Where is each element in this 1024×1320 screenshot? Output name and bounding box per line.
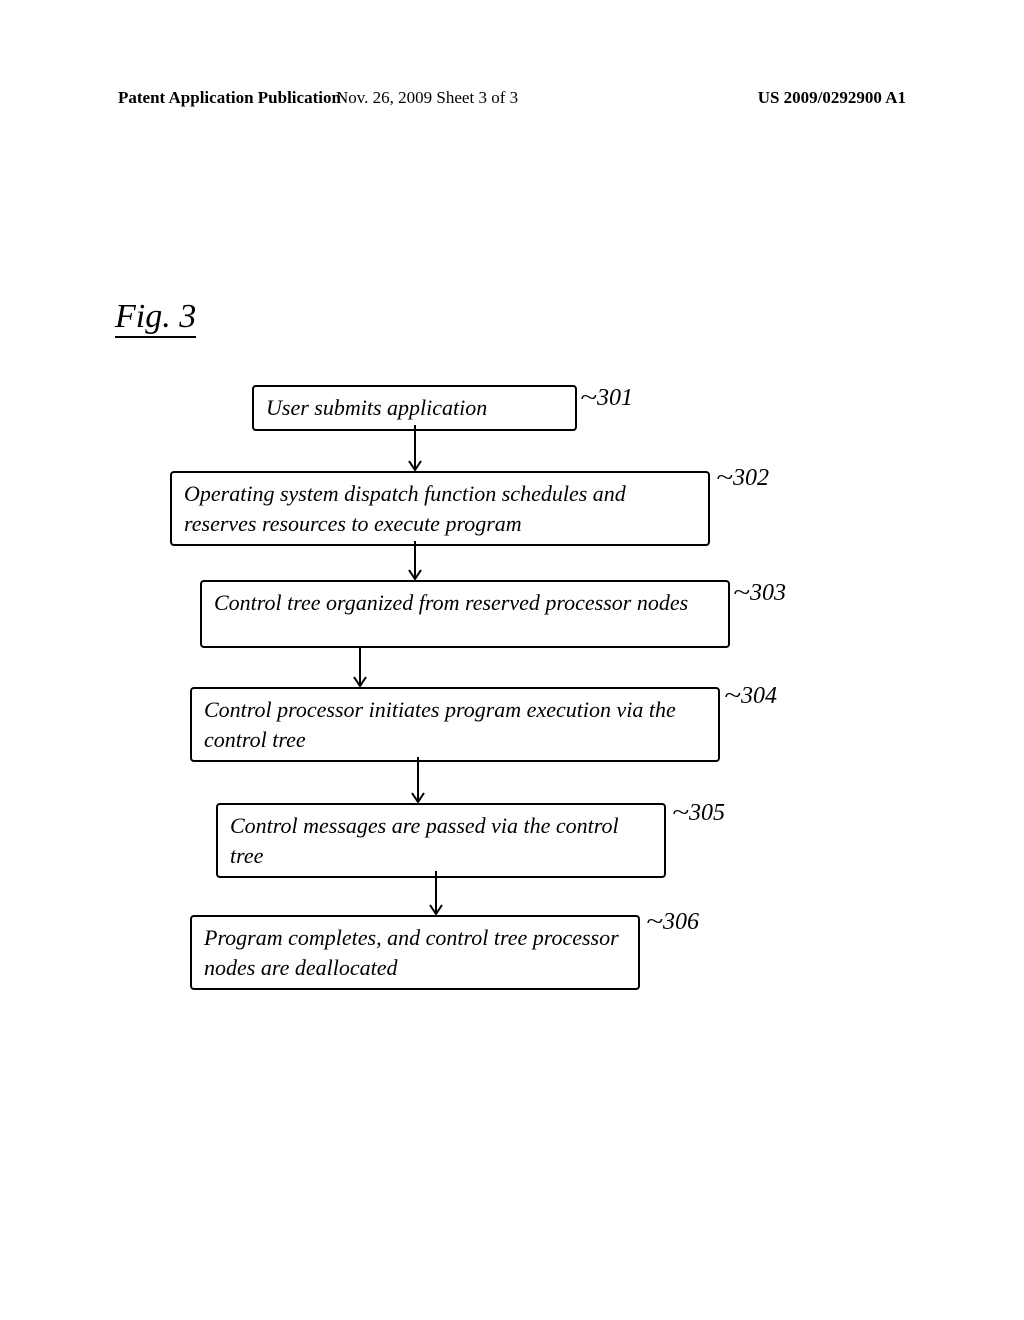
- arrow-icon: [426, 871, 446, 915]
- arrow-icon: [405, 541, 425, 580]
- flow-step-306: Program completes, and control tree proc…: [190, 915, 640, 990]
- figure-label: Fig. 3: [115, 300, 196, 338]
- arrow-icon: [405, 425, 425, 471]
- flow-step-303: Control tree organized from reserved pro…: [200, 580, 730, 648]
- flow-step-304: Control processor initiates program exec…: [190, 687, 720, 762]
- ref-301: ~301: [582, 385, 633, 412]
- ref-304: ~304: [726, 683, 777, 710]
- arrow-icon: [408, 757, 428, 803]
- flow-step-305: Control messages are passed via the cont…: [216, 803, 666, 878]
- ref-305: ~305: [674, 800, 725, 827]
- step-text: Operating system dispatch function sched…: [184, 481, 626, 536]
- header-right: US 2009/0292900 A1: [758, 88, 906, 108]
- flow-step-301: User submits application: [252, 385, 577, 431]
- arrow-icon: [350, 648, 370, 687]
- flow-step-302: Operating system dispatch function sched…: [170, 471, 710, 546]
- header-center: Nov. 26, 2009 Sheet 3 of 3: [336, 88, 518, 108]
- step-text: User submits application: [266, 395, 487, 420]
- ref-302: ~302: [718, 465, 769, 492]
- ref-306: ~306: [648, 909, 699, 936]
- ref-303: ~303: [735, 580, 786, 607]
- step-text: Control processor initiates program exec…: [204, 697, 676, 752]
- page-header: Patent Application Publication Nov. 26, …: [0, 88, 1024, 108]
- step-text: Control tree organized from reserved pro…: [214, 590, 688, 615]
- header-left: Patent Application Publication: [118, 88, 341, 108]
- step-text: Control messages are passed via the cont…: [230, 813, 619, 868]
- step-text: Program completes, and control tree proc…: [204, 925, 619, 980]
